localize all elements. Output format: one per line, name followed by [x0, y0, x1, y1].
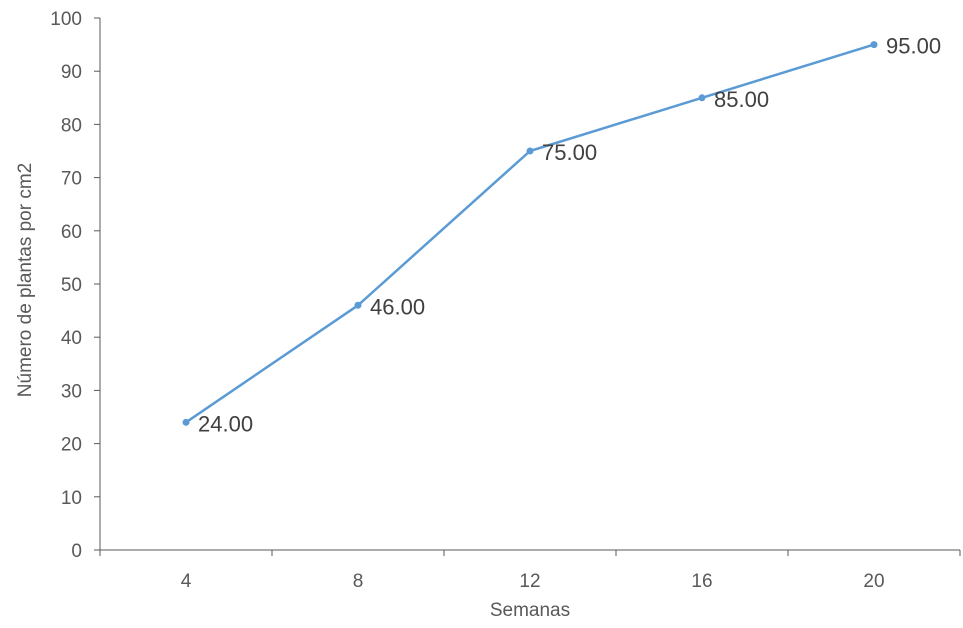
y-tick-label: 60 — [61, 222, 82, 243]
data-label: 95.00 — [886, 34, 941, 59]
x-axis-ticks: 4 8 12 16 20 — [99, 550, 961, 592]
x-tick-label: 20 — [863, 571, 884, 592]
data-label: 24.00 — [198, 411, 253, 436]
y-tick-label: 10 — [61, 488, 82, 509]
data-label: 85.00 — [714, 87, 769, 112]
y-tick-label: 30 — [61, 381, 82, 402]
y-axis-ticks: 0 10 20 30 40 50 60 70 80 90 100 — [50, 9, 100, 562]
y-axis-title: Número de plantas por cm2 — [15, 163, 36, 397]
data-label: 75.00 — [542, 140, 597, 165]
data-point — [182, 418, 190, 426]
y-tick-label: 70 — [61, 169, 82, 190]
data-point — [354, 301, 362, 309]
y-tick-label: 90 — [61, 62, 82, 83]
x-tick-label: 4 — [181, 571, 192, 592]
y-tick-label: 0 — [71, 541, 82, 562]
series-group: 24.00 46.00 75.00 85.00 95.00 — [182, 34, 941, 436]
x-tick-label: 8 — [353, 571, 364, 592]
x-axis-title: Semanas — [490, 600, 570, 621]
y-tick-label: 40 — [61, 328, 82, 349]
data-label: 46.00 — [370, 294, 425, 319]
y-tick-label: 100 — [50, 9, 82, 30]
x-tick-label: 12 — [519, 571, 540, 592]
x-tick-label: 16 — [691, 571, 712, 592]
y-tick-label: 50 — [61, 275, 82, 296]
data-point — [526, 147, 534, 155]
y-tick-label: 80 — [61, 115, 82, 136]
series-line — [184, 43, 876, 424]
data-point — [698, 94, 706, 102]
y-tick-label: 20 — [61, 435, 82, 456]
data-point — [870, 41, 878, 49]
